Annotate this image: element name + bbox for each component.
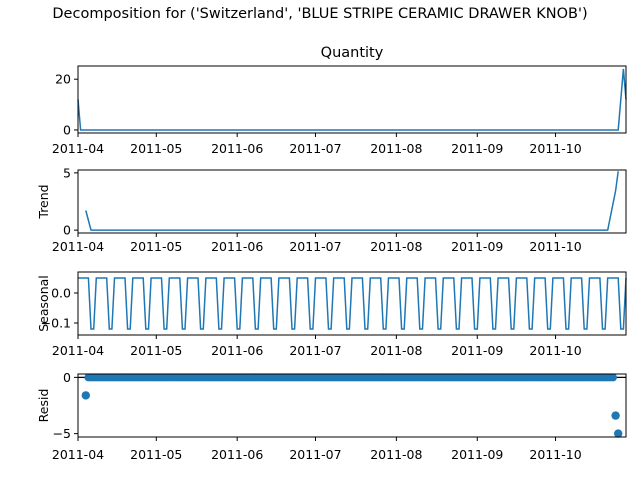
panel-2: Seasonal−0.1 0.0 2011-04 2011-05 2011-06 2011… [36, 271, 627, 358]
y-axis-label: Seasonal [36, 275, 51, 332]
x-tick-label: 2011-07 [289, 239, 341, 254]
x-tick-label: 2011-09 [451, 343, 503, 358]
y-tick-label: 0 [63, 122, 71, 137]
y-tick-label: −5 [53, 426, 71, 441]
x-tick-label: 2011-06 [211, 343, 263, 358]
panel-0: Quantity 0 20 2011-04 2011-05 2011-06 2011-07 2… [52, 45, 627, 156]
x-tick-label: 2011-04 [52, 141, 104, 156]
seasonal-line [78, 277, 627, 330]
axes-frame [77, 65, 627, 134]
resid-point [609, 373, 617, 382]
x-tick-label: 2011-05 [130, 447, 182, 462]
y-tick-label: 5 [63, 165, 71, 180]
panel-3: Resid 0 −5 2011-04 2011-05 2011-06 2011-07 2011… [36, 370, 627, 462]
x-tick-label: 2011-06 [211, 447, 263, 462]
x-tick-label: 2011-05 [130, 343, 182, 358]
x-tick-label: 2011-10 [529, 447, 581, 462]
x-tick-label: 2011-10 [529, 141, 581, 156]
x-tick-label: 2011-10 [529, 239, 581, 254]
x-tick-label: 2011-04 [52, 239, 104, 254]
x-tick-label: 2011-09 [451, 447, 503, 462]
x-tick-label: 2011-08 [370, 447, 422, 462]
x-tick-label: 2011-08 [370, 239, 422, 254]
axes-frame [77, 373, 627, 438]
series-line [77, 68, 627, 131]
panel-1: Trend 0 5 2011-04 2011-05 2011-06 2011-07 2011-… [36, 165, 627, 254]
resid-point [81, 391, 91, 400]
x-tick-label: 2011-05 [130, 141, 182, 156]
x-tick-label: 2011-08 [370, 343, 422, 358]
x-tick-label: 2011-08 [370, 141, 422, 156]
x-tick-label: 2011-07 [289, 343, 341, 358]
y-tick-label: 0 [63, 223, 71, 238]
x-tick-label: 2011-07 [289, 447, 341, 462]
y-tick-label: −0.1 [41, 316, 71, 331]
y-axis-label: Trend [36, 184, 51, 219]
panel-title: Quantity [321, 45, 384, 61]
axes-frame [77, 169, 627, 234]
figure-suptitle: Decomposition for ('Switzerland', 'BLUE … [52, 6, 588, 22]
y-tick-label: 20 [55, 72, 71, 87]
resid-point [611, 411, 620, 420]
y-axis-label: Resid [36, 389, 51, 423]
y-tick-label: 0 [63, 370, 71, 385]
axes-frame [77, 271, 627, 336]
x-tick-label: 2011-09 [451, 141, 503, 156]
x-tick-label: 2011-06 [211, 239, 263, 254]
x-tick-label: 2011-07 [289, 141, 341, 156]
series-line [85, 171, 619, 231]
x-tick-label: 2011-09 [451, 239, 503, 254]
x-tick-label: 2011-04 [52, 447, 104, 462]
x-tick-label: 2011-10 [529, 343, 581, 358]
x-tick-label: 2011-05 [130, 239, 182, 254]
y-tick-label: 0.0 [51, 286, 71, 301]
x-tick-label: 2011-04 [52, 343, 104, 358]
resid-point [614, 429, 623, 438]
x-tick-label: 2011-06 [211, 141, 263, 156]
